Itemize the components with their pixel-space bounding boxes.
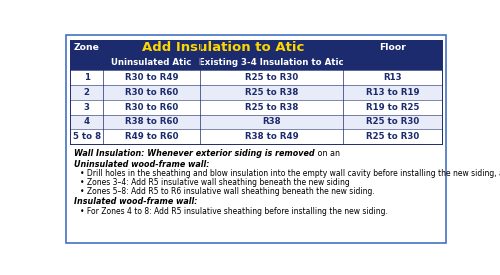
Text: R49 to R60: R49 to R60	[125, 132, 178, 141]
Text: R38: R38	[262, 117, 281, 126]
Bar	[70, 70, 442, 85]
Text: R13 to R19: R13 to R19	[366, 88, 420, 97]
Text: 4: 4	[84, 117, 90, 126]
Text: Add Insulation to Atic: Add Insulation to Atic	[142, 41, 304, 54]
Text: • Zones 5–8: Add R5 to R6 insulative wall sheathing beneath the new siding.: • Zones 5–8: Add R5 to R6 insulative wal…	[80, 187, 374, 196]
Text: R25 to R30: R25 to R30	[366, 117, 420, 126]
Text: R25 to R38: R25 to R38	[245, 88, 298, 97]
Text: • For Zones 4 to 8: Add R5 insulative sheathing before installing the new siding: • For Zones 4 to 8: Add R5 insulative sh…	[80, 207, 388, 216]
Text: • Zones 3–4: Add R5 insulative wall sheathing beneath the new siding: • Zones 3–4: Add R5 insulative wall shea…	[80, 178, 349, 187]
Text: R13: R13	[384, 73, 402, 82]
Text: Insulated wood-frame wall:: Insulated wood-frame wall:	[74, 197, 198, 206]
Text: on an: on an	[315, 150, 340, 158]
Bar	[70, 100, 442, 114]
Text: R19 to R25: R19 to R25	[366, 103, 420, 112]
Bar	[70, 114, 442, 129]
Text: R30 to R60: R30 to R60	[125, 88, 178, 97]
Text: R38 to R49: R38 to R49	[245, 132, 298, 141]
Text: Uninsulated wood-frame wall:: Uninsulated wood-frame wall:	[74, 160, 210, 169]
Bar	[70, 55, 442, 70]
Text: Wall Insulation: Whenever exterior siding is removed: Wall Insulation: Whenever exterior sidin…	[74, 150, 315, 158]
Bar	[70, 85, 442, 100]
Text: R25 to R30: R25 to R30	[245, 73, 298, 82]
Text: 5 to 8: 5 to 8	[72, 132, 101, 141]
Text: Existing 3-4 Insulation to Atic: Existing 3-4 Insulation to Atic	[200, 58, 344, 67]
Bar	[70, 40, 442, 55]
Bar	[70, 129, 442, 144]
Text: R25 to R38: R25 to R38	[245, 103, 298, 112]
Text: Uninsulated Atic: Uninsulated Atic	[112, 58, 192, 67]
Text: R30 to R49: R30 to R49	[125, 73, 178, 82]
Text: Floor: Floor	[380, 43, 406, 52]
Text: 3: 3	[84, 103, 89, 112]
Text: • Drill holes in the sheathing and blow insulation into the empty wall cavity be: • Drill holes in the sheathing and blow …	[80, 169, 500, 178]
Text: Zone: Zone	[74, 43, 100, 52]
Text: R38 to R60: R38 to R60	[125, 117, 178, 126]
Text: R30 to R60: R30 to R60	[125, 103, 178, 112]
Text: R25 to R30: R25 to R30	[366, 132, 420, 141]
Text: 2: 2	[84, 88, 89, 97]
Text: 1: 1	[84, 73, 89, 82]
